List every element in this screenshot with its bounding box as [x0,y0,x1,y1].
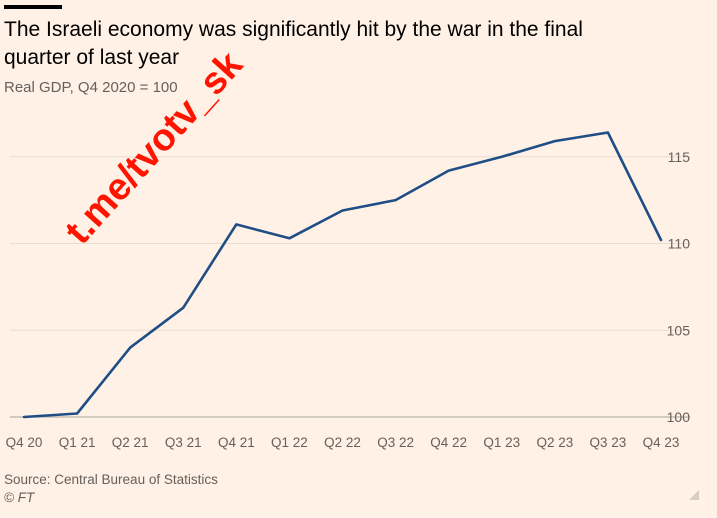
y-tick-label: 100 [667,409,691,425]
y-tick-label: 110 [668,236,691,252]
x-tick-label: Q4 20 [6,435,43,450]
source-note: Source: Central Bureau of Statistics [4,472,218,487]
y-tick-label: 115 [668,149,691,165]
x-tick-label: Q4 23 [643,435,680,450]
x-tick-label: Q1 22 [271,435,308,450]
chart-subtitle: Real GDP, Q4 2020 = 100 [4,79,178,96]
x-tick-label: Q2 22 [324,435,361,450]
x-tick-label: Q4 22 [430,435,467,450]
x-axis-tick-labels: Q4 20 Q1 21 Q2 21 Q3 21 Q4 21 Q1 22 Q2 22 Q3 22… [6,435,680,450]
y-tick-label: 105 [667,322,691,338]
x-tick-label: Q2 23 [536,435,573,450]
ft-credit: © FT [4,490,35,505]
series-layer [22,131,663,419]
x-tick-label: Q3 21 [165,435,202,450]
x-tick-label: Q2 21 [112,435,149,450]
x-tick-label: Q3 23 [590,435,627,450]
x-tick-label: Q1 23 [483,435,520,450]
x-tick-label: Q1 21 [59,435,96,450]
resize-grip-icon [689,490,699,500]
title-accent-bar [4,5,62,9]
y-axis-tick-labels: 100 105 110 115 [667,149,691,425]
x-tick-label: Q4 21 [218,435,255,450]
gridlines [10,156,690,418]
chart-title: The Israeli economy was significantly hi… [4,18,583,69]
x-tick-label: Q3 22 [377,435,414,450]
